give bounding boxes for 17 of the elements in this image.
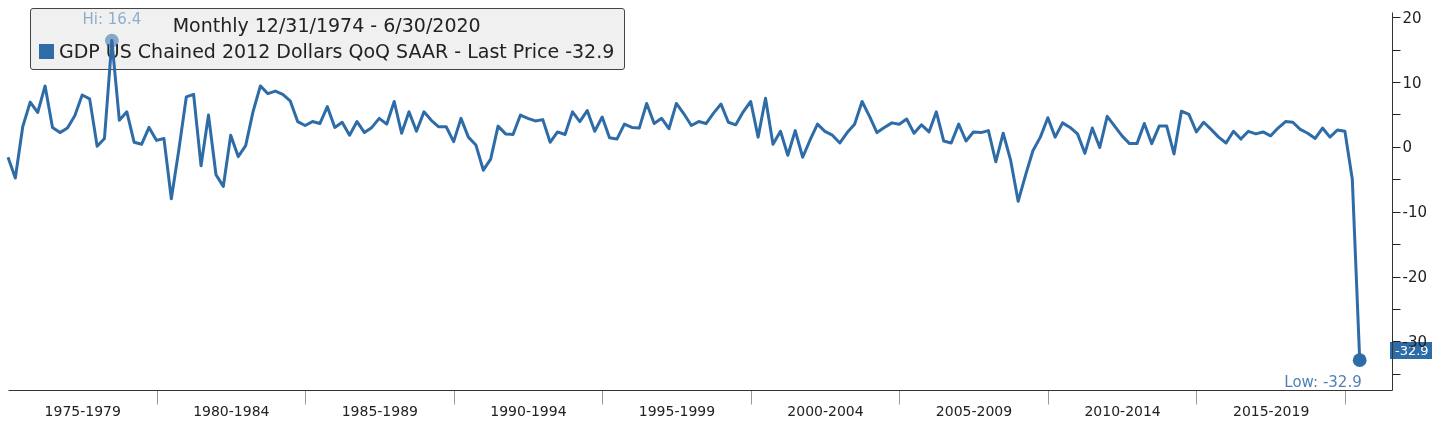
- x-tick-label: 1985-1989: [341, 402, 418, 419]
- annotation: Hi: 16.4: [82, 9, 142, 28]
- x-tick-label: 1990-1994: [490, 402, 567, 419]
- y-tick-label: 10: [1402, 73, 1422, 92]
- chart-title: Monthly 12/31/1974 - 6/30/2020: [172, 14, 481, 36]
- y-tick-label: -20: [1402, 268, 1427, 287]
- x-tick-label: 2005-2009: [935, 402, 1013, 419]
- y-tick-label: -10: [1402, 203, 1427, 222]
- x-tick-label: 1995-1999: [638, 402, 716, 419]
- x-tick-label: 1975-1979: [44, 402, 121, 419]
- x-tick-label: 1980-1984: [193, 402, 270, 419]
- y-tick-label: 0: [1402, 138, 1413, 157]
- annotation: Low: -32.9: [1284, 373, 1362, 392]
- x-tick-label: 2015-2019: [1232, 402, 1310, 419]
- x-tick-label: 2000-2004: [787, 402, 864, 419]
- y-tick-label: 20: [1402, 8, 1422, 27]
- x-tick-label: 2010-2014: [1084, 402, 1161, 419]
